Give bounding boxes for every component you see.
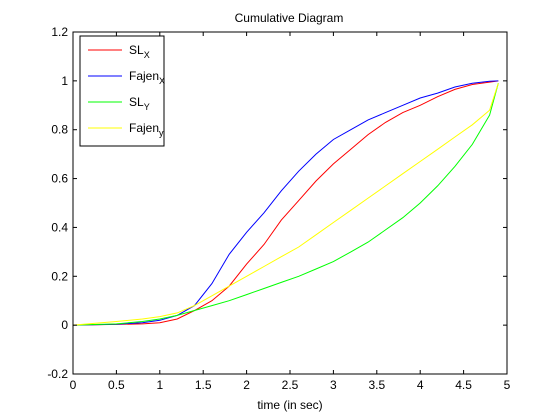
series-line-sl-y (72, 83, 499, 326)
y-tick-label: 0.4 (51, 220, 68, 234)
x-tick-label: 0.5 (108, 378, 125, 392)
y-tick-label: 1.2 (51, 25, 68, 39)
x-tick-label: 1 (156, 378, 163, 392)
x-tick-label: 3 (330, 378, 337, 392)
y-tick-label: -0.2 (47, 367, 68, 381)
x-tick-label: 1.5 (195, 378, 212, 392)
chart-title: Cumulative Diagram (235, 11, 344, 25)
series-layer (72, 80, 499, 326)
x-tick-label: 4.5 (455, 378, 472, 392)
y-tick-label: 0.8 (51, 123, 68, 137)
legend-label: Fajeny (129, 121, 164, 138)
y-tick-label: 0 (61, 318, 68, 332)
x-tick-label: 2.5 (282, 378, 299, 392)
x-tick-label: 3.5 (368, 378, 385, 392)
y-tick-label: 0.6 (51, 172, 68, 186)
axes-box (72, 31, 508, 375)
x-tick-label: 2 (243, 378, 250, 392)
series-line-sl-x (72, 80, 499, 326)
x-tick-label: 0 (70, 378, 77, 392)
x-tick-label: 4 (417, 378, 424, 392)
legend-label: FajenX (129, 69, 165, 86)
x-tick-label: 5 (504, 378, 511, 392)
x-axis-label: time (in sec) (257, 398, 322, 412)
y-tick-label: 1 (61, 74, 68, 88)
ticks-layer: 0 0.5 1 1.5 2 2.5 3 3.5 4 4.5 5-0.200.20.40.60.811… (47, 25, 510, 392)
series-line-fajen-y (72, 83, 499, 326)
y-tick-label: 0.2 (51, 269, 68, 283)
